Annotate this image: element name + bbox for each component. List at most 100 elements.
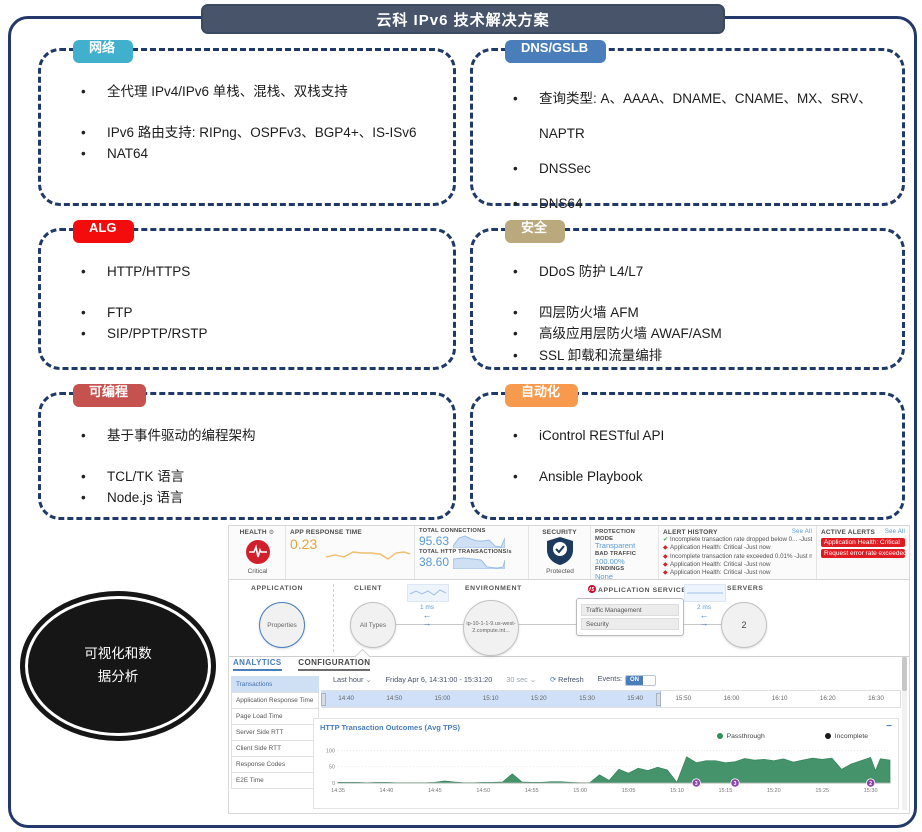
arrows-icon: ← → <box>422 610 432 629</box>
feature-item: IPv6 路由支持: RIPng、OSPFv3、BGP4+、IS-ISv6 <box>81 122 429 144</box>
alert-history-panel: ALERT HISTORY See All ✔ Incomplete transac… <box>659 526 817 579</box>
bullet-icon <box>81 302 107 324</box>
alert-history-item: ◆ Application Health: Critical -Just now <box>663 561 812 569</box>
ellipse-line2: 据分析 <box>97 669 139 684</box>
feature-box-automation-label: 自动化 <box>521 384 561 399</box>
datetime-range: Friday Apr 6, 14:31:00 - 15:31:20 <box>385 675 493 684</box>
health-panel: HEALTH ⚙ Critical <box>229 526 286 579</box>
tab-analytics[interactable]: ANALYTICS <box>233 658 282 671</box>
transaction-area-chart: 0 50 100 14:35 14:40 14:45 14:50 14:55 15:00 15:0… <box>326 748 891 794</box>
timeline-tick: 16:10 <box>771 695 788 702</box>
feature-item: SIP/PPTP/RSTP <box>81 323 429 345</box>
events-toggle[interactable]: Events: ON <box>598 674 656 686</box>
alert-diamond-icon: ◆ <box>663 552 668 560</box>
feature-box-alg-tab: ALG <box>73 220 135 243</box>
feature-box-automation: 自动化 iControl RESTful API Ansible Playbook <box>470 384 905 520</box>
bullet-icon <box>81 466 107 488</box>
sidebar-item-e2e-time[interactable]: E2E Time <box>231 772 319 789</box>
health-status: Critical <box>247 568 268 575</box>
tab-configuration[interactable]: CONFIGURATION <box>298 658 371 671</box>
timeline-strip[interactable]: 14:40 14:50 15:00 15:10 15:20 15:30 15:40 15:50… <box>321 690 901 708</box>
refresh-button[interactable]: ⟳ Refresh <box>549 675 584 684</box>
client-latency-sparkline <box>407 584 449 602</box>
feature-item: TCL/TK 语言 <box>81 466 429 488</box>
feature-item: DNSSec <box>513 151 878 186</box>
feature-box-security: 安全 DDoS 防护 L4/L7 四层防火墙 AFM 高级应用层防火墙 AWAF/A… <box>470 220 905 370</box>
page-title: 云科 IPv6 技术解决方案 <box>201 4 725 34</box>
timeline-left-handle[interactable] <box>321 693 326 706</box>
alert-history-text: Incomplete transaction rate exceeded 0.0… <box>670 552 812 560</box>
timeline-tick: 14:40 <box>338 695 354 702</box>
environment-node[interactable]: ip-10-1-1-9.us-west-2.compute.int... <box>463 600 519 656</box>
range-dropdown[interactable]: Last hour ⌄ <box>333 675 372 684</box>
servers-node[interactable]: 2 <box>721 602 767 648</box>
map-connector-line <box>372 624 744 625</box>
client-latency: 1 ms ← → <box>407 604 447 629</box>
security-label: SECURITY <box>542 529 577 536</box>
protection-mode-label: PROTECTION MODE <box>595 529 636 542</box>
sidebar-item-page-load-time[interactable]: Page Load Time <box>231 708 319 724</box>
transaction-chart-card: HTTP Transaction Outcomes (Avg TPS) − Pa… <box>313 718 899 809</box>
security-panel: SECURITY Protected <box>529 526 591 579</box>
feature-box-programmable: 可编程 基于事件驱动的编程架构 TCL/TK 语言 Node.js 语言 <box>38 384 456 520</box>
service-row[interactable]: Traffic Management <box>581 604 679 616</box>
sidebar-item-server-side-rtt[interactable]: Server Side RTT <box>231 724 319 740</box>
sidebar-item-transactions[interactable]: Transactions <box>231 676 319 692</box>
alert-history-item: ◆ Application Health: Critical -Just now <box>663 544 812 552</box>
event-marker[interactable]: 2 <box>866 778 876 788</box>
feature-item-text: NAT64 <box>107 146 149 162</box>
feature-box-alg-label: ALG <box>89 220 117 235</box>
check-icon: ✔ <box>663 536 669 543</box>
service-row[interactable]: Security <box>581 618 679 630</box>
alert-history-text: Application Health: Critical -Just now <box>670 544 771 552</box>
timeline-right-handle[interactable] <box>656 693 662 706</box>
feature-box-network-tab: 网络 <box>73 40 134 63</box>
application-node[interactable]: Properties <box>259 602 305 648</box>
svg-text:14:40: 14:40 <box>380 788 394 794</box>
connections-sparkline <box>453 535 506 548</box>
active-alert-banner: Application Health: Critical <box>821 538 905 547</box>
alert-history-see-all[interactable]: See All <box>791 529 812 535</box>
scrollbar-thumb[interactable] <box>902 657 907 691</box>
timeline-tick: 15:00 <box>434 695 451 702</box>
refresh-icon: ⟳ <box>549 675 557 684</box>
feature-box-programmable-tab: 可编程 <box>73 384 147 407</box>
application-services-box: Traffic Management Security <box>576 598 684 636</box>
analytics-sidebar: Transactions Application Response Time Pag… <box>231 676 319 789</box>
legend-label: Passthrough <box>726 733 765 740</box>
timeline-tick: 15:10 <box>482 695 499 702</box>
collapse-icon[interactable]: − <box>886 721 892 732</box>
event-marker[interactable]: 3 <box>730 778 740 788</box>
legend-item-passthrough[interactable]: Passthrough <box>716 733 765 740</box>
timeline-tick: 16:00 <box>723 695 740 702</box>
feature-item: NAT64 <box>81 143 429 165</box>
event-marker[interactable]: 3 <box>691 778 701 788</box>
bad-traffic-value: 100.00% <box>595 556 625 566</box>
sidebar-item-client-side-rtt[interactable]: Client Side RTT <box>231 740 319 756</box>
sidebar-item-response-codes[interactable]: Response Codes <box>231 756 319 772</box>
passthrough-legend-dot <box>716 733 723 739</box>
bullet-icon <box>513 345 539 367</box>
svg-text:3: 3 <box>734 781 737 787</box>
svg-text:2: 2 <box>869 781 872 787</box>
f5-icon: f5 <box>588 585 596 593</box>
timeline-tick: 15:30 <box>579 695 595 702</box>
alert-history-title: ALERT HISTORY <box>663 529 718 536</box>
interval-dropdown[interactable]: 30 sec ⌄ <box>506 675 536 684</box>
gear-icon[interactable]: ⚙ <box>268 530 275 536</box>
client-node[interactable]: All Types <box>350 602 396 648</box>
svg-text:15:05: 15:05 <box>622 788 636 794</box>
legend-item-incomplete[interactable]: Incomplete <box>824 733 868 740</box>
alert-history-list: ✔ Incomplete transaction rate dropped bel… <box>663 536 812 578</box>
active-alerts-see-all[interactable]: See All <box>884 529 905 535</box>
vertical-scrollbar[interactable] <box>902 657 907 810</box>
feature-item-text: DNS64 <box>539 196 583 212</box>
protection-panel: PROTECTION MODE Transparent BAD TRAFFIC … <box>591 526 659 581</box>
timeline-tick: 14:50 <box>386 695 403 702</box>
feature-box-programmable-items: 基于事件驱动的编程架构 TCL/TK 语言 Node.js 语言 <box>81 425 429 509</box>
sidebar-item-application-response-time[interactable]: Application Response Time <box>231 692 319 708</box>
feature-item: DDoS 防护 L4/L7 <box>513 261 878 283</box>
feature-item: Ansible Playbook <box>513 466 878 488</box>
arrows-icon: ← → <box>699 610 709 629</box>
feature-item-text: 全代理 IPv4/IPv6 单栈、混栈、双栈支持 <box>107 84 348 99</box>
